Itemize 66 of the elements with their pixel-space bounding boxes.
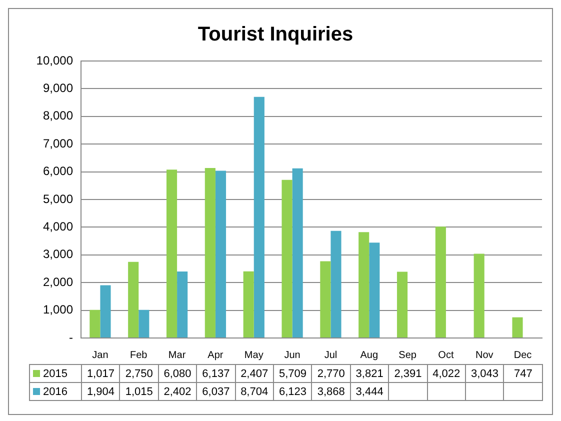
x-tick-label: May	[244, 350, 264, 361]
data-label: 6,123	[274, 382, 312, 400]
data-label: 1,904	[82, 382, 120, 400]
x-tick-label: Jul	[324, 350, 338, 361]
data-label: 3,444	[350, 382, 389, 400]
bar	[90, 310, 100, 338]
data-label: 5,709	[274, 364, 312, 382]
bar	[330, 230, 342, 338]
bar	[320, 261, 331, 338]
data-label: 3,821	[350, 364, 389, 382]
data-label: 8,704	[235, 382, 274, 400]
data-label: 2,391	[388, 364, 428, 382]
bar	[138, 310, 150, 338]
bar	[215, 170, 226, 338]
x-tick-label: Oct	[438, 350, 454, 361]
data-label: 6,137	[196, 364, 236, 382]
bar	[512, 317, 523, 338]
bar	[435, 226, 446, 338]
bar	[243, 271, 254, 338]
data-label: 1,017	[82, 364, 120, 382]
chart-title: Tourist Inquiries	[198, 24, 354, 46]
bar	[396, 272, 408, 338]
data-label: 2,770	[312, 364, 350, 382]
y-tick-label: 1,000	[42, 302, 74, 317]
data-label: 4,022	[427, 364, 466, 382]
y-tick-label: 6,000	[42, 164, 74, 178]
legend-label: 2015	[43, 368, 68, 380]
x-tick-label: Aug	[360, 350, 378, 361]
bar	[177, 271, 188, 338]
bar	[282, 180, 292, 338]
data-label: 2,407	[235, 364, 274, 382]
bar	[166, 170, 178, 338]
bar	[474, 254, 484, 338]
data-label: 1,015	[120, 382, 158, 400]
data-label: 3,043	[466, 364, 504, 382]
bar	[358, 232, 370, 338]
y-tick-label: 8,000	[42, 108, 74, 123]
y-tick-label: 9,000	[42, 81, 74, 96]
y-tick-label: 7,000	[42, 136, 74, 150]
x-tick-label: Mar	[168, 350, 186, 361]
bar	[100, 285, 111, 338]
x-tick-label: Feb	[130, 350, 148, 361]
y-tick-label: 4,000	[42, 220, 74, 234]
y-tick-label: 2,000	[42, 274, 74, 289]
y-tick-label: -	[69, 330, 73, 344]
bar	[292, 168, 303, 338]
bar	[128, 262, 139, 338]
y-tick-label: 5,000	[42, 192, 74, 206]
x-tick-label: Apr	[208, 350, 224, 361]
data-label: 747	[504, 364, 542, 382]
bar	[204, 168, 216, 338]
data-label: 2,402	[158, 382, 197, 400]
bar	[369, 242, 380, 338]
x-tick-label: Nov	[475, 350, 494, 361]
x-tick-label: Jun	[284, 350, 300, 361]
bar	[254, 96, 264, 338]
y-tick-label: 3,000	[42, 247, 74, 262]
data-label: 6,037	[196, 382, 236, 400]
data-label: 3,868	[312, 382, 350, 400]
x-tick-label: Sep	[398, 350, 417, 361]
data-label: 2,750	[120, 364, 158, 382]
data-label: 6,080	[158, 364, 197, 382]
y-tick-label: 10,000	[36, 53, 74, 68]
legend-label: 2016	[43, 386, 68, 398]
x-tick-label: Dec	[514, 350, 532, 361]
x-tick-label: Jan	[92, 350, 108, 361]
